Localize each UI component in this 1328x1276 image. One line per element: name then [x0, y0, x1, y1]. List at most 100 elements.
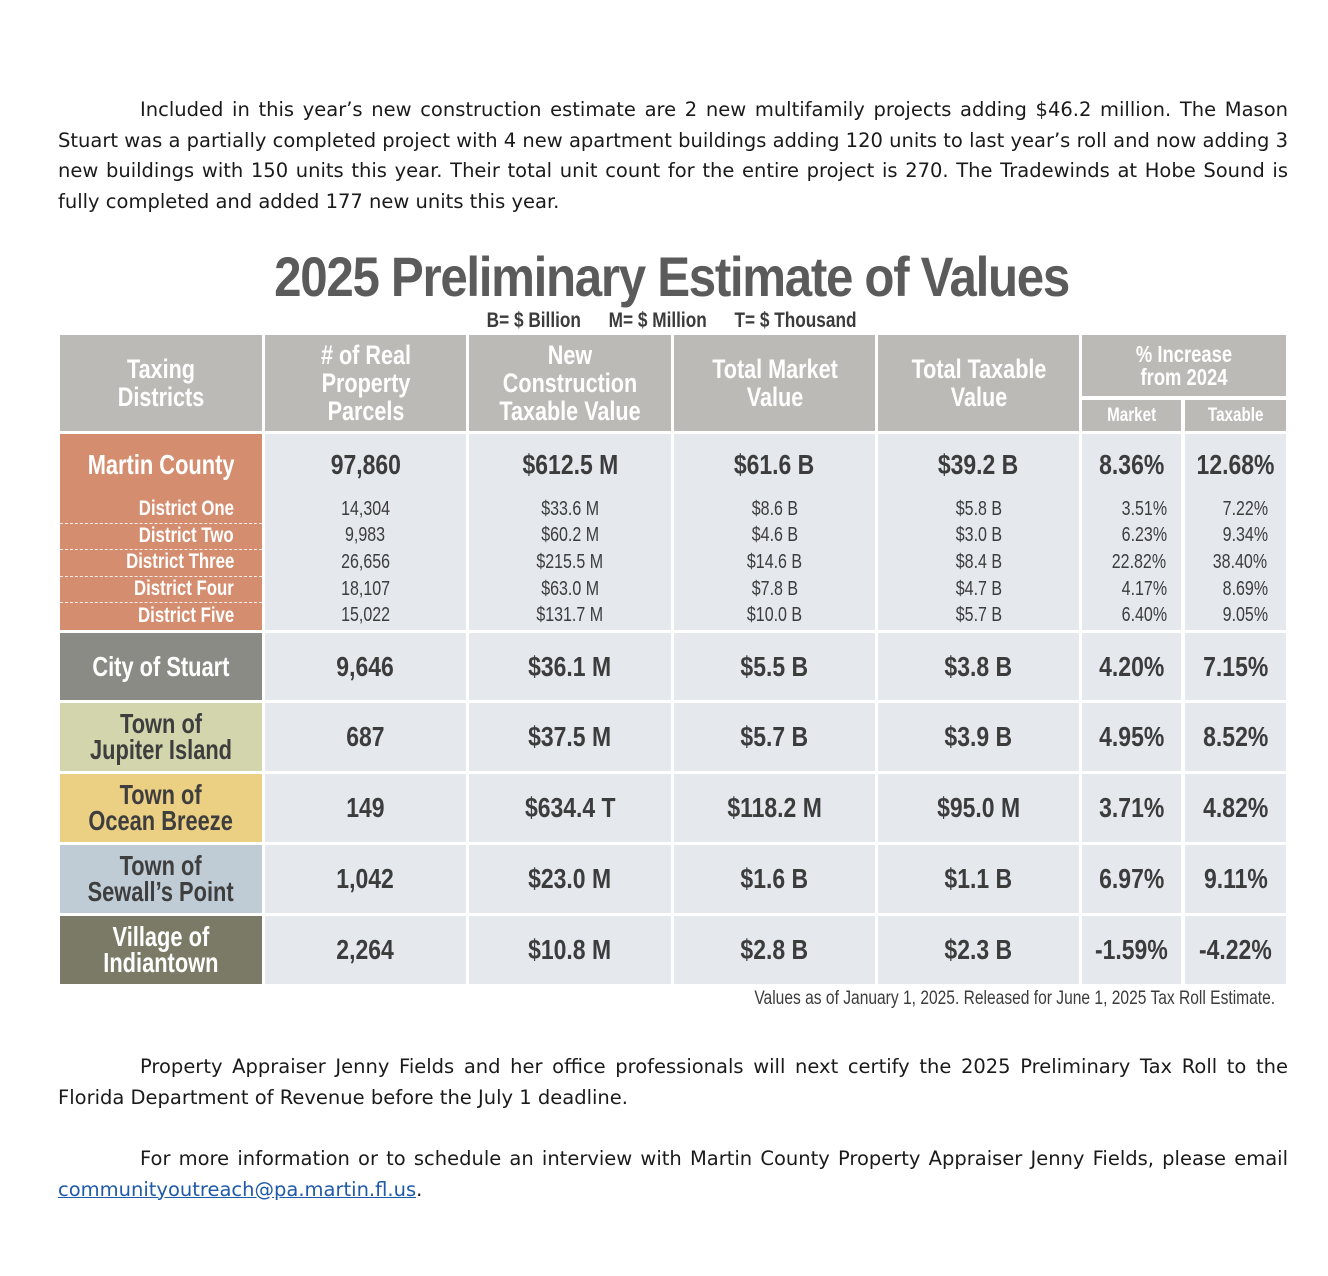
- district-name: District One: [138, 497, 234, 521]
- town-of-sewalls-point-pct-market: 6.97%: [1082, 845, 1181, 913]
- row-name-martin-county: Martin County: [87, 449, 235, 480]
- header-market-value: Total Market Value: [674, 335, 875, 431]
- row-name-town-of-sewalls-point: Town of Sewall’s Point: [60, 845, 262, 913]
- district-pct-taxable: 9.05%: [1222, 604, 1269, 627]
- district-pct-market: 6.23%: [1121, 524, 1168, 547]
- city-of-stuart-market-value: $5.5 B: [674, 633, 875, 700]
- city-of-stuart-pct-taxable: 7.15%: [1185, 633, 1286, 700]
- row-name-city-of-stuart: City of Stuart: [60, 633, 262, 700]
- district-parcels: 9,983: [345, 524, 386, 547]
- district-pct-taxable: 38.40%: [1212, 550, 1268, 573]
- village-of-indiantown-pct-taxable: -4.22%: [1185, 916, 1286, 984]
- martin-county-block-bg: [265, 434, 466, 630]
- town-of-jupiter-island-parcels: 687: [265, 703, 466, 771]
- district-parcels: 18,107: [341, 577, 390, 600]
- unit-legend: B= $ Billion M= $ Million T= $ Thousand: [121, 308, 1222, 334]
- town-of-sewalls-point-parcels: 1,042: [265, 845, 466, 913]
- district-new-construction: $215.5 M: [536, 550, 604, 573]
- village-of-indiantown-parcels: 2,264: [265, 916, 466, 984]
- district-pct-taxable: 8.69%: [1222, 577, 1269, 600]
- legend-billion: B= $ Billion: [486, 309, 581, 332]
- town-of-ocean-breeze-market-value: $118.2 M: [674, 774, 875, 842]
- district-market-value: $14.6 B: [746, 550, 803, 573]
- martin-county-block-bg: [1082, 434, 1181, 630]
- district-name: District Five: [137, 603, 234, 627]
- district-market-value: $8.6 B: [751, 497, 798, 520]
- village-of-indiantown-market-value: $2.8 B: [674, 916, 875, 984]
- header-taxing-districts: Taxing Districts: [60, 335, 262, 431]
- district-parcels: 15,022: [341, 604, 390, 627]
- town-of-ocean-breeze-taxable-value: $95.0 M: [878, 774, 1079, 842]
- district-pct-market: 6.40%: [1121, 604, 1168, 627]
- town-of-ocean-breeze-parcels: 149: [265, 774, 466, 842]
- values-table: Taxing Districts # of Real Property Parce…: [60, 335, 1286, 985]
- martin-county-parcels: 97,860: [330, 449, 401, 480]
- town-of-ocean-breeze-new-construction: $634.4 T: [469, 774, 671, 842]
- village-of-indiantown-pct-market: -1.59%: [1082, 916, 1181, 984]
- town-of-jupiter-island-pct-market: 4.95%: [1082, 703, 1181, 771]
- martin-county-taxable-value: $39.2 B: [938, 449, 1019, 480]
- legend-thousand: T= $ Thousand: [734, 309, 857, 332]
- district-market-value: $7.8 B: [751, 577, 798, 600]
- district-name: District Four: [134, 577, 234, 601]
- district-new-construction: $63.0 M: [541, 577, 599, 600]
- city-of-stuart-parcels: 9,646: [265, 633, 466, 700]
- village-of-indiantown-taxable-value: $2.3 B: [878, 916, 1079, 984]
- table-title: 2025 Preliminary Estimate of Values: [274, 245, 1070, 308]
- district-taxable-value: $4.7 B: [955, 577, 1002, 600]
- row-name-village-of-indiantown: Village of Indiantown: [60, 916, 262, 984]
- martin-county-block-bg: [674, 434, 875, 630]
- martin-county-market-value: $61.6 B: [734, 449, 815, 480]
- town-of-sewalls-point-market-value: $1.6 B: [674, 845, 875, 913]
- certification-paragraph: Property Appraiser Jenny Fields and her …: [58, 1055, 1288, 1109]
- city-of-stuart-pct-market: 4.20%: [1082, 633, 1181, 700]
- district-new-construction: $33.6 M: [541, 497, 599, 520]
- header-market: Market: [1082, 400, 1181, 431]
- martin-county-pct-market: 8.36%: [1098, 449, 1165, 480]
- district-name: District Three: [125, 550, 234, 574]
- town-of-jupiter-island-new-construction: $37.5 M: [469, 703, 671, 771]
- district-divider: [60, 602, 262, 604]
- town-of-ocean-breeze-pct-market: 3.71%: [1082, 774, 1181, 842]
- city-of-stuart-taxable-value: $3.8 B: [878, 633, 1079, 700]
- district-pct-market: 4.17%: [1121, 577, 1168, 600]
- district-pct-market: 22.82%: [1111, 550, 1167, 573]
- district-pct-taxable: 9.34%: [1222, 524, 1269, 547]
- town-of-jupiter-island-market-value: $5.7 B: [674, 703, 875, 771]
- header-parcels: # of Real Property Parcels: [265, 335, 466, 431]
- martin-county-block-bg: [469, 434, 671, 630]
- district-pct-market: 3.51%: [1121, 497, 1168, 520]
- district-parcels: 14,304: [341, 497, 390, 520]
- town-of-jupiter-island-pct-taxable: 8.52%: [1185, 703, 1286, 771]
- header-taxable-value: Total Taxable Value: [878, 335, 1079, 431]
- town-of-sewalls-point-new-construction: $23.0 M: [469, 845, 671, 913]
- district-market-value: $10.0 B: [746, 604, 803, 627]
- district-market-value: $4.6 B: [751, 524, 798, 547]
- district-new-construction: $131.7 M: [536, 604, 604, 627]
- martin-county-block-bg: [1185, 434, 1286, 630]
- martin-county-pct-taxable: 12.68%: [1196, 449, 1275, 480]
- town-of-sewalls-point-taxable-value: $1.1 B: [878, 845, 1079, 913]
- header-new-construction: New Construction Taxable Value: [469, 335, 671, 431]
- row-name-town-of-ocean-breeze: Town of Ocean Breeze: [60, 774, 262, 842]
- district-divider: [60, 549, 262, 551]
- district-pct-taxable: 7.22%: [1222, 497, 1269, 520]
- district-taxable-value: $8.4 B: [955, 550, 1002, 573]
- district-new-construction: $60.2 M: [541, 524, 599, 547]
- martin-county-new-construction: $612.5 M: [522, 449, 618, 480]
- district-divider: [60, 522, 262, 524]
- town-of-sewalls-point-pct-taxable: 9.11%: [1185, 845, 1286, 913]
- header-taxable: Taxable: [1185, 400, 1286, 431]
- district-taxable-value: $5.7 B: [955, 604, 1002, 627]
- row-name-town-of-jupiter-island: Town of Jupiter Island: [60, 703, 262, 771]
- district-parcels: 26,656: [341, 550, 390, 573]
- email-link[interactable]: communityoutreach@pa.martin.fl.us: [58, 1177, 417, 1201]
- district-taxable-value: $3.0 B: [955, 524, 1002, 547]
- legend-million: M= $ Million: [608, 309, 707, 332]
- district-name: District Two: [139, 523, 234, 547]
- intro-paragraph: Included in this year’s new construction…: [58, 98, 1288, 213]
- contact-paragraph: For more information or to schedule an i…: [58, 1147, 1288, 1201]
- village-of-indiantown-new-construction: $10.8 M: [469, 916, 671, 984]
- martin-county-block-bg: [878, 434, 1079, 630]
- martin-county-name-block: [60, 434, 262, 630]
